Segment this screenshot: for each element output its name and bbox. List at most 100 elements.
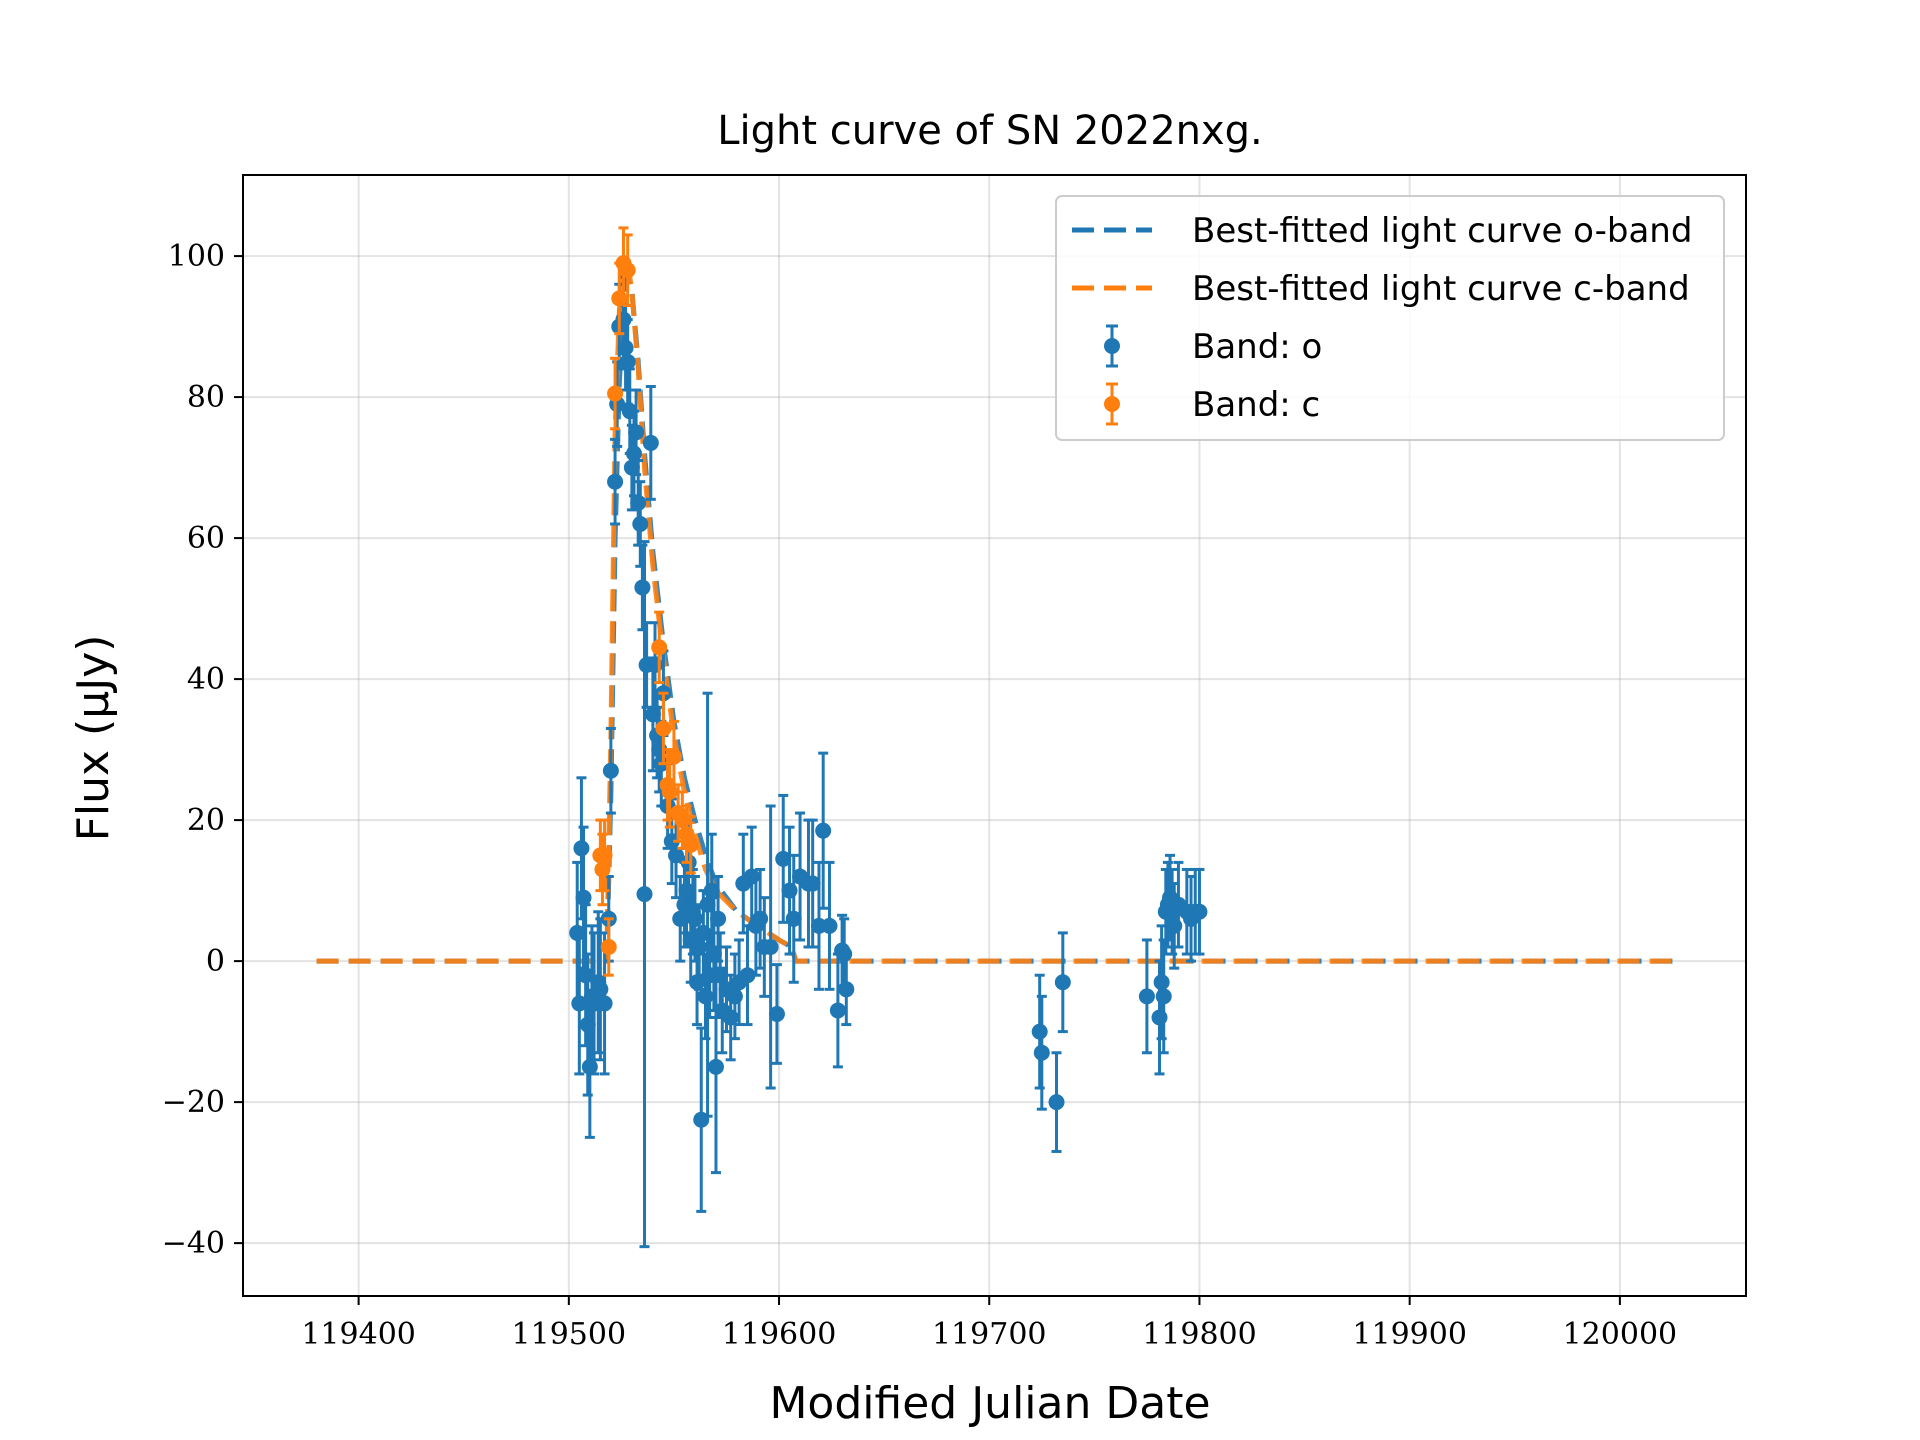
band-o-marker	[815, 822, 832, 839]
band-o-point	[619, 318, 636, 406]
band-o-marker	[573, 840, 590, 857]
band-c-marker	[665, 748, 682, 765]
band-o-marker	[1155, 988, 1172, 1005]
band-o-point	[821, 860, 838, 991]
band-o-marker	[821, 917, 838, 934]
band-c-marker	[596, 847, 613, 864]
legend-item-3: Band: o	[1104, 324, 1322, 368]
band-o-point	[642, 385, 659, 501]
band-o-point	[1033, 994, 1050, 1111]
band-o-marker	[1048, 1094, 1065, 1111]
band-o-marker	[642, 434, 659, 451]
band-c-marker	[655, 720, 672, 737]
y-tick-label: 60	[187, 521, 225, 556]
legend-label: Best-fitted light curve c-band	[1192, 269, 1690, 309]
band-o-point	[838, 952, 855, 1027]
band-o-marker	[829, 1002, 846, 1019]
band-c-point	[682, 815, 699, 875]
band-c-point	[596, 818, 613, 893]
band-o-marker	[1031, 1023, 1048, 1040]
band-o-point	[571, 931, 588, 1076]
band-c-marker	[600, 939, 617, 956]
band-c-marker	[607, 385, 624, 402]
band-o-point	[762, 804, 779, 1090]
band-c-point	[607, 356, 624, 431]
band-o-marker	[625, 445, 642, 462]
band-o-marker	[1191, 903, 1208, 920]
band-c-point	[651, 610, 668, 685]
band-o-point	[602, 726, 619, 815]
y-tick-label: 80	[187, 380, 225, 415]
band-c-point	[594, 832, 611, 907]
band-o-point	[768, 963, 785, 1065]
x-tick-label: 119400	[301, 1317, 416, 1352]
legend-item-1: Best-fitted light curve o-band	[1072, 211, 1692, 251]
x-tick-label: 120000	[1563, 1317, 1678, 1352]
band-o-point	[815, 751, 832, 910]
band-o-point	[775, 793, 792, 924]
legend-label: Band: o	[1192, 327, 1322, 367]
band-o-marker	[1033, 1044, 1050, 1061]
y-axis-label: Flux (μJy)	[68, 635, 119, 842]
band-o-point	[575, 825, 592, 970]
legend-marker-swatch	[1104, 338, 1120, 354]
legend-box	[1055, 195, 1725, 441]
x-tick-label: 119500	[512, 1317, 627, 1352]
band-c-point	[655, 691, 672, 766]
data-points	[569, 226, 1208, 1249]
band-o-marker	[636, 886, 653, 903]
plot-frame	[242, 174, 1747, 1297]
band-c-marker	[682, 836, 699, 853]
band-o-point	[1054, 931, 1071, 1034]
band-o-marker	[602, 762, 619, 779]
band-o-marker	[838, 981, 855, 998]
band-o-marker	[1138, 988, 1155, 1005]
y-tick-label: 0	[206, 944, 225, 979]
band-c-point	[619, 233, 636, 307]
band-o-point	[829, 952, 846, 1069]
band-o-marker	[628, 424, 645, 441]
band-o-point	[1138, 938, 1155, 1055]
legend-item-4: Band: c	[1104, 382, 1320, 426]
x-tick-label: 119800	[1142, 1317, 1257, 1352]
x-tick-label: 119600	[722, 1317, 837, 1352]
band-o-marker	[804, 875, 821, 892]
band-o-marker	[775, 850, 792, 867]
legend-marker-swatch	[1104, 396, 1120, 412]
band-o-marker	[632, 515, 649, 532]
band-c-marker	[619, 262, 636, 279]
band-c-marker	[651, 639, 668, 656]
y-tick-label: −40	[162, 1226, 225, 1261]
x-tick-label: 119700	[932, 1317, 1047, 1352]
band-o-marker	[678, 882, 695, 899]
y-tick-label: 20	[187, 803, 225, 838]
x-axis-label: Modified Julian Date	[769, 1378, 1210, 1429]
band-o-marker	[575, 889, 592, 906]
band-c-marker	[594, 861, 611, 878]
band-o-point	[1048, 1051, 1065, 1153]
band-o-marker	[577, 967, 594, 984]
legend-label: Band: c	[1192, 385, 1320, 425]
band-o-point	[1155, 938, 1172, 1055]
band-o-marker	[619, 353, 636, 370]
band-o-point	[710, 875, 727, 963]
band-o-marker	[571, 995, 588, 1012]
y-tick-label: 100	[168, 239, 225, 274]
band-c-point	[600, 917, 617, 977]
band-o-marker	[712, 967, 729, 984]
legend: Best-fitted light curve o-band Best-fitte…	[1055, 195, 1725, 441]
band-o-marker	[1054, 974, 1071, 991]
band-o-point	[609, 360, 626, 448]
band-o-point	[607, 437, 624, 526]
band-o-marker	[768, 1005, 785, 1022]
band-o-marker	[785, 910, 802, 927]
band-o-marker	[607, 473, 624, 490]
chart-title: Light curve of SN 2022nxg.	[717, 108, 1263, 154]
x-tick-label: 119900	[1352, 1317, 1467, 1352]
y-tick-label: 40	[187, 662, 225, 697]
band-c-point	[665, 719, 682, 794]
band-o-marker	[703, 882, 720, 899]
band-o-marker	[762, 939, 779, 956]
band-o-marker	[634, 579, 651, 596]
